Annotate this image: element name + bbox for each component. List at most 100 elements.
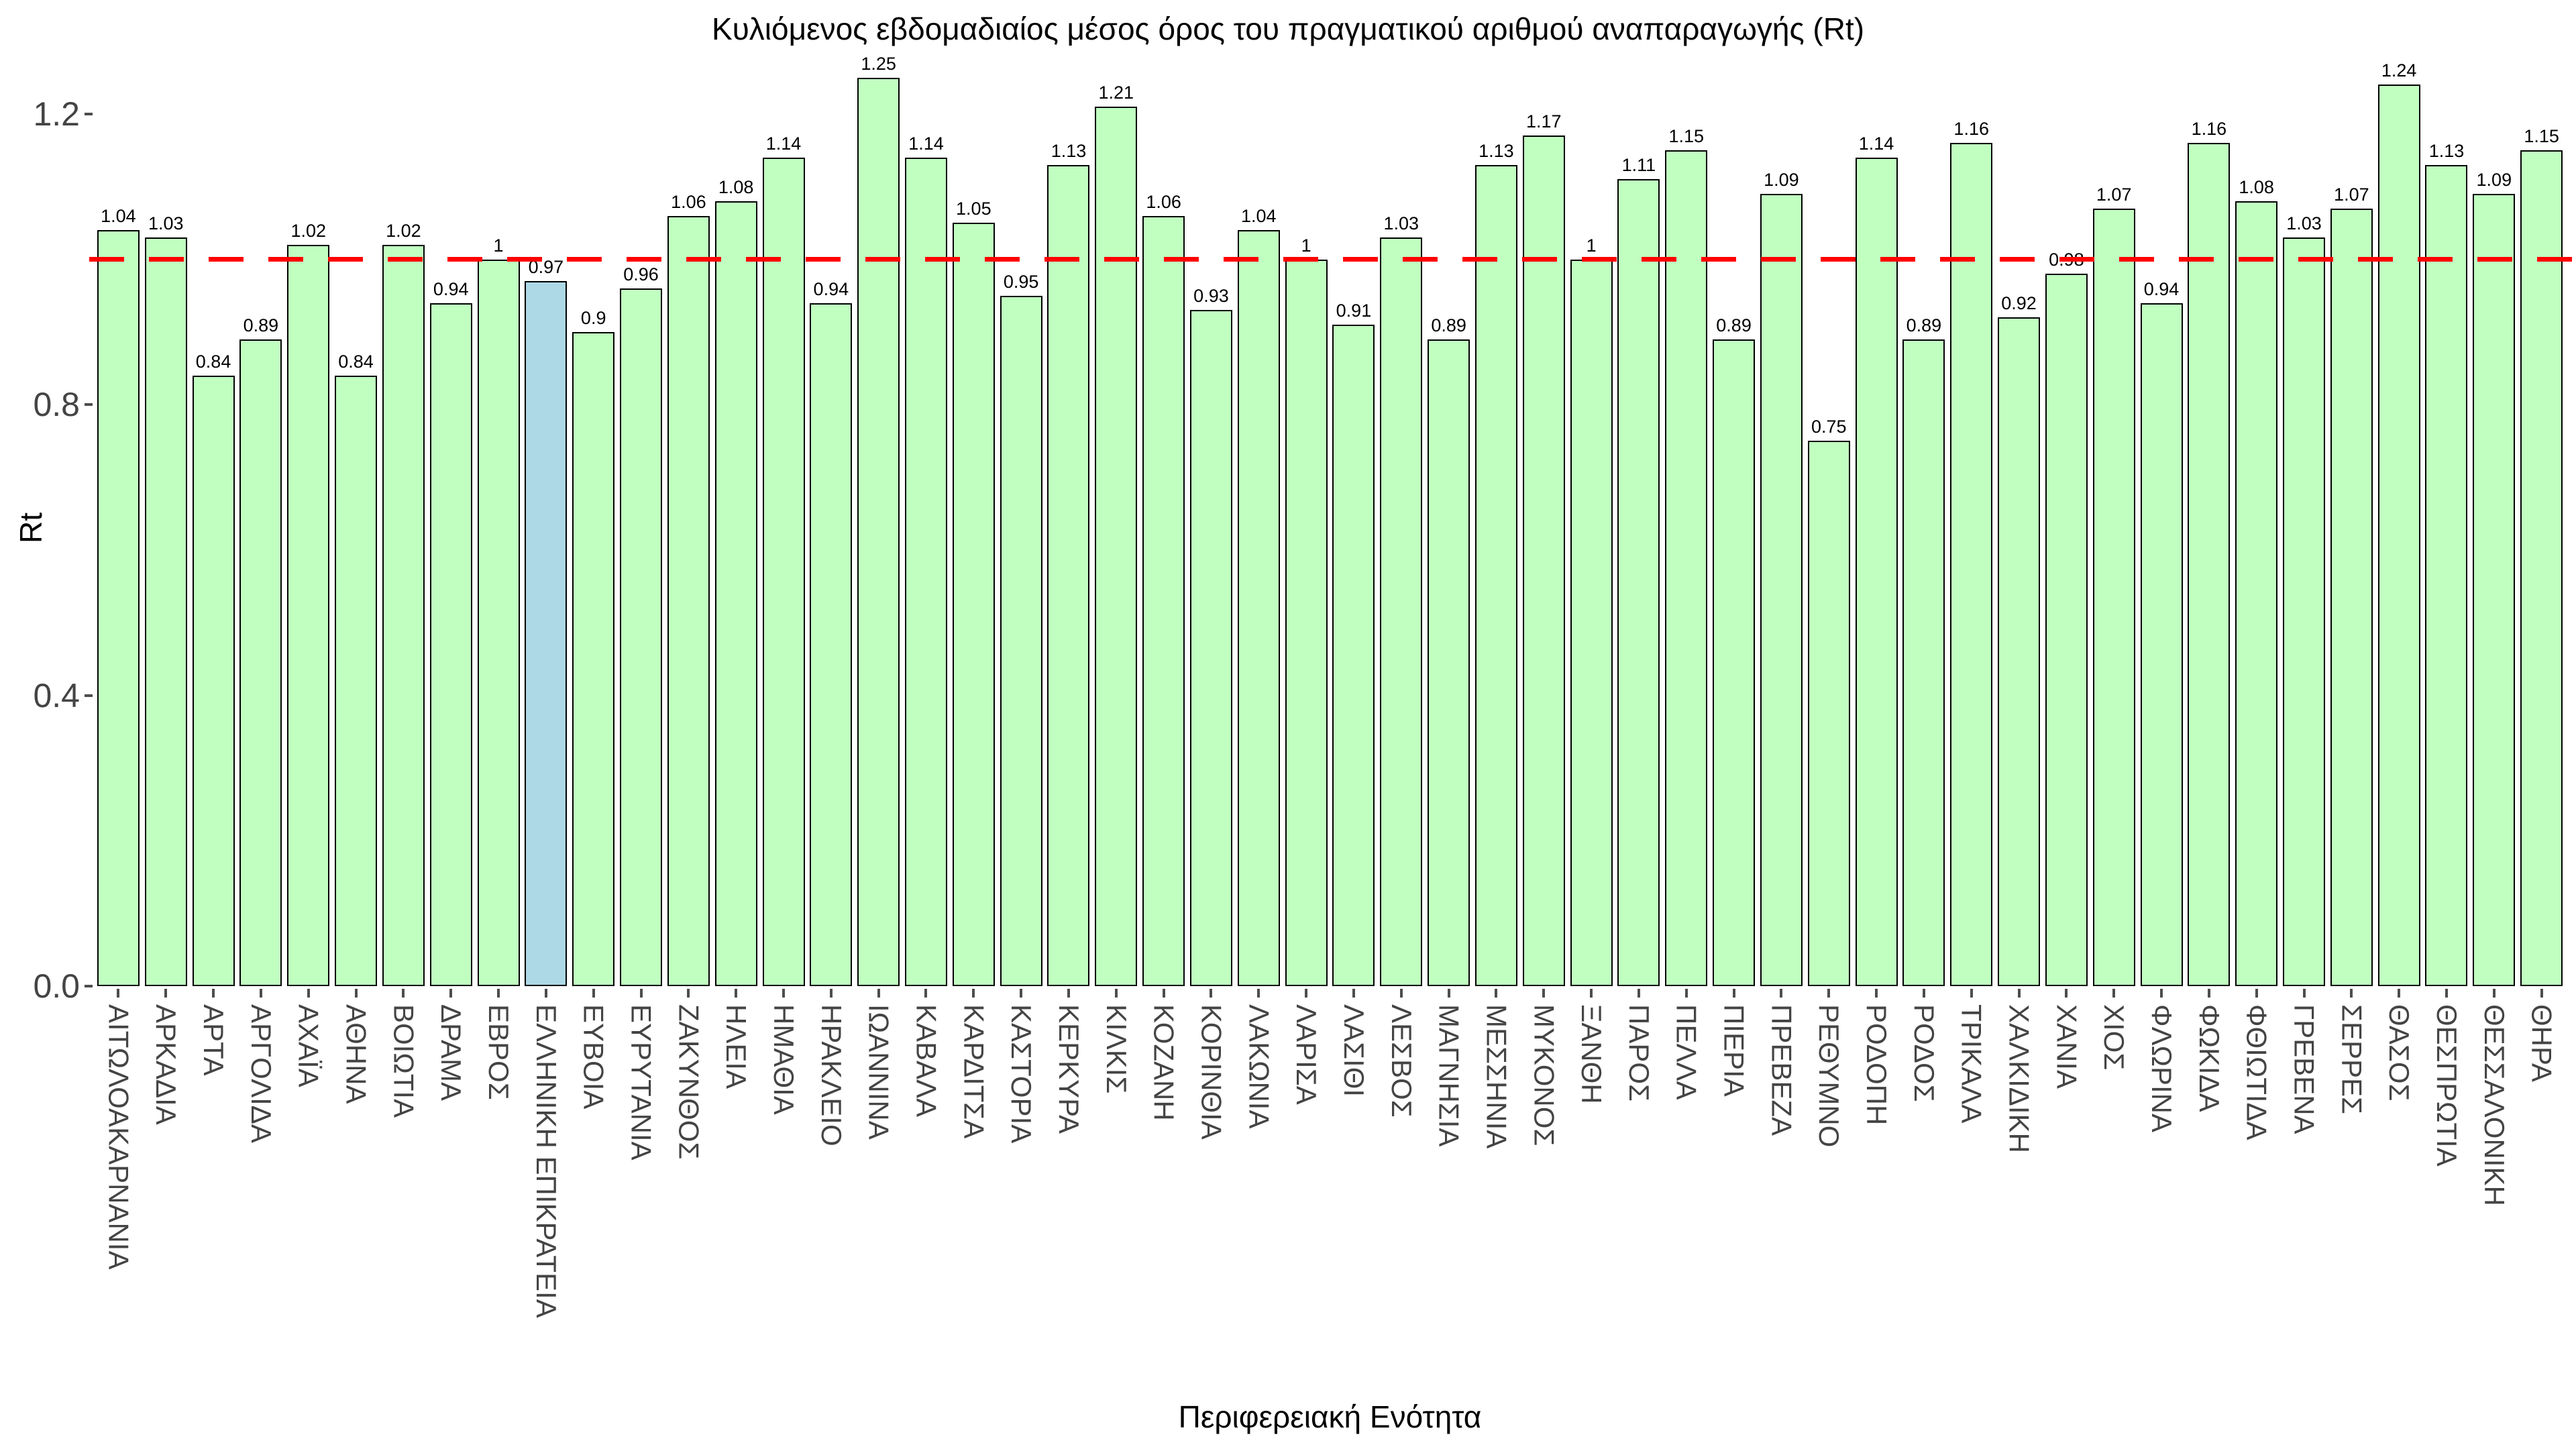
x-tick-mark xyxy=(687,989,690,998)
x-label-slot: ΚΑΣΤΟΡΙΑ xyxy=(998,1004,1045,1318)
bar-slot: 1 xyxy=(1283,0,1330,998)
bar-slot: 0.95 xyxy=(998,0,1045,998)
bar-slot: 1.06 xyxy=(1140,0,1187,998)
bar-value-label: 0.9 xyxy=(580,307,606,328)
bar-value-label: 1 xyxy=(1586,235,1597,256)
x-label-slot: ΕΛΛΗΝΙΚΗ ΕΠΙΚΡΑΤΕΙΑ xyxy=(522,1004,570,1318)
x-tick-mark xyxy=(1114,989,1118,998)
bar xyxy=(1000,295,1042,986)
x-category-label: ΛΕΣΒΟΣ xyxy=(1385,1004,1417,1118)
bar-value-label: 0.89 xyxy=(1716,315,1752,335)
bar xyxy=(287,244,330,986)
bar-slot: 0.98 xyxy=(2043,0,2090,998)
bar-value-label: 0.89 xyxy=(1431,315,1466,335)
bar-value-label: 1.14 xyxy=(765,133,802,154)
bar-value-label: 1.16 xyxy=(1953,119,1989,140)
bar-value-label: 1.04 xyxy=(101,206,136,227)
bar-slot: 1.04 xyxy=(95,0,142,998)
x-category-label: ΕΥΡΥΤΑΝΙΑ xyxy=(625,1004,657,1161)
bar-slot: 0.96 xyxy=(617,0,665,998)
bar-slot: 0.84 xyxy=(190,0,237,998)
x-label-slot: ΚΙΛΚΙΣ xyxy=(1092,1004,1140,1318)
x-category-label: ΚΙΛΚΙΣ xyxy=(1100,1004,1132,1094)
x-category-label: ΣΕΡΡΕΣ xyxy=(2336,1004,2368,1114)
y-tick-label: 0.4 xyxy=(33,676,80,714)
x-category-label: ΑΧΑΪΑ xyxy=(292,1004,325,1087)
bar-slot: 1.04 xyxy=(1235,0,1283,998)
x-label-slot: ΑΙΤΩΛΟΑΚΑΡΝΑΝΙΑ xyxy=(95,1004,142,1318)
bar-slot: 1.16 xyxy=(1947,0,1995,998)
bar-value-label: 0.96 xyxy=(623,264,659,284)
bar-slot: 1.09 xyxy=(1758,0,1805,998)
bar-value-label: 1 xyxy=(493,235,504,256)
bar-value-label: 1.14 xyxy=(908,133,944,154)
bar-slot: 0.89 xyxy=(1900,0,1947,998)
bar-slot: 1.25 xyxy=(855,0,902,998)
x-tick-mark xyxy=(1780,989,1783,998)
bar-value-label: 1.08 xyxy=(718,176,754,197)
bar xyxy=(2235,201,2278,986)
bar-value-label: 1.06 xyxy=(1146,191,1181,212)
x-tick-mark xyxy=(117,989,120,998)
bar xyxy=(952,223,995,986)
x-tick-mark xyxy=(354,989,358,998)
bar-value-label: 1.21 xyxy=(1098,83,1134,103)
bar-value-label: 0.92 xyxy=(2001,293,2037,314)
x-tick-mark xyxy=(2017,989,2021,998)
bar xyxy=(2520,150,2563,986)
x-axis-title: Περιφερειακή Ενότητα xyxy=(1178,1399,1482,1434)
bar-value-label: 0.84 xyxy=(338,351,374,372)
bar-value-label: 1.13 xyxy=(2428,140,2465,161)
bar xyxy=(477,259,520,986)
bar xyxy=(1570,259,1613,986)
x-label-slot: ΜΥΚΟΝΟΣ xyxy=(1520,1004,1568,1318)
x-tick-mark xyxy=(2160,989,2163,998)
bar xyxy=(2330,208,2373,986)
x-category-label: ΦΛΩΡΙΝΑ xyxy=(2146,1004,2178,1132)
x-category-label: ΑΡΤΑ xyxy=(198,1004,230,1076)
x-label-slot: ΚΟΖΑΝΗ xyxy=(1140,1004,1187,1318)
x-label-slot: ΛΑΚΩΝΙΑ xyxy=(1235,1004,1283,1318)
x-tick-mark xyxy=(972,989,975,998)
x-category-label: ΤΡΙΚΑΛΑ xyxy=(1955,1004,1988,1124)
bar-slot: 0.94 xyxy=(2138,0,2186,998)
x-label-slot: ΡΟΔΟΣ xyxy=(1900,1004,1947,1318)
y-tick-mark xyxy=(85,112,93,115)
x-tick-mark xyxy=(544,989,547,998)
x-tick-mark xyxy=(2540,989,2543,998)
y-tick-mark xyxy=(85,403,93,407)
x-tick-mark xyxy=(2398,989,2401,998)
x-tick-mark xyxy=(1352,989,1355,998)
bar-slot: 1.11 xyxy=(1615,0,1663,998)
x-label-slot: ΚΟΡΙΝΘΙΑ xyxy=(1187,1004,1235,1318)
x-category-label: ΖΑΚΥΝΘΟΣ xyxy=(673,1004,705,1160)
bar-value-label: 0.89 xyxy=(243,315,279,335)
bar-value-label: 1.05 xyxy=(956,199,991,219)
bar xyxy=(2473,194,2516,986)
bar xyxy=(1332,325,1375,986)
bar-value-label: 0.94 xyxy=(433,278,469,299)
x-category-label: ΘΗΡΑ xyxy=(2526,1004,2558,1082)
bar-slot: 1 xyxy=(1568,0,1615,998)
x-category-label: ΚΑΒΑΛΑ xyxy=(910,1004,943,1118)
x-label-slot: ΦΘΙΩΤΙΔΑ xyxy=(2233,1004,2280,1318)
x-category-label: ΠΙΕΡΙΑ xyxy=(1718,1004,1750,1097)
x-tick-mark xyxy=(1922,989,1925,998)
x-tick-mark xyxy=(402,989,405,998)
bar-value-label: 1 xyxy=(1301,235,1311,256)
x-category-label: ΕΛΛΗΝΙΚΗ ΕΠΙΚΡΑΤΕΙΑ xyxy=(530,1004,562,1318)
x-category-label: ΛΑΚΩΝΙΑ xyxy=(1243,1004,1275,1129)
bar-slot: 1.14 xyxy=(1853,0,1900,998)
bar xyxy=(2188,143,2231,986)
bar xyxy=(1902,339,1945,986)
bar-slot: 1.03 xyxy=(142,0,190,998)
bar-slot: 0.94 xyxy=(427,0,475,998)
bar xyxy=(1855,157,1898,986)
bar xyxy=(144,237,187,986)
x-label-slot: ΑΧΑΪΑ xyxy=(284,1004,332,1318)
x-category-label: ΚΑΡΔΙΤΣΑ xyxy=(958,1004,990,1139)
x-label-slot: ΠΕΛΛΑ xyxy=(1662,1004,1710,1318)
bar-slot: 1.07 xyxy=(2328,0,2375,998)
bars-container: 1.04 1.03 0.84 0.89 1.02 0.84 1.02 0.94 1 0.97 0.9… xyxy=(95,0,2565,998)
x-category-label: ΧΑΛΚΙΔΙΚΗ xyxy=(2003,1004,2035,1153)
